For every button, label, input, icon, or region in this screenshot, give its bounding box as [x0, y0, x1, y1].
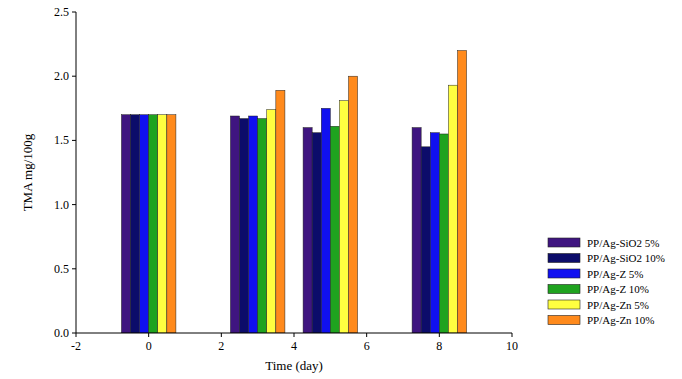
legend-label: PP/Ag-Zn 5%	[587, 299, 649, 311]
legend-swatch	[548, 238, 580, 247]
bar	[339, 101, 348, 333]
y-tick	[72, 12, 76, 13]
bar	[321, 108, 330, 333]
bars	[121, 51, 466, 333]
x-tick	[76, 333, 77, 337]
y-axis-label: TMA mg/100g	[20, 133, 35, 211]
x-tick-label: 6	[364, 339, 370, 353]
x-tick	[148, 333, 149, 337]
legend-swatch	[548, 269, 580, 278]
bar	[349, 76, 358, 333]
y-tick-label: 2.0	[54, 69, 69, 83]
x-tick	[294, 333, 295, 337]
legend-label: PP/Ag-Zn 10%	[587, 314, 655, 326]
x-tick-label: 0	[146, 339, 152, 353]
bar	[421, 147, 430, 333]
bar	[303, 128, 312, 333]
bar	[458, 51, 467, 333]
x-tick	[512, 333, 513, 337]
bar	[249, 116, 258, 333]
y-tick-label: 0.0	[54, 326, 69, 340]
y-tick-label: 2.5	[54, 5, 69, 19]
legend-swatch	[548, 254, 580, 263]
y-tick	[72, 76, 76, 77]
bar	[448, 85, 457, 333]
y-tick-label: 1.0	[54, 198, 69, 212]
y-tick	[72, 140, 76, 141]
bar	[330, 126, 339, 333]
bar	[258, 119, 267, 333]
y-tick	[72, 204, 76, 205]
bar	[267, 110, 276, 333]
y-tick-label: 1.5	[54, 133, 69, 147]
bar	[439, 134, 448, 333]
x-axis-label: Time (day)	[265, 358, 323, 373]
x-tick-label: 2	[218, 339, 224, 353]
legend-swatch	[548, 300, 580, 309]
legend-label: PP/Ag-Z 5%	[587, 268, 644, 280]
bar	[149, 115, 158, 333]
bar	[140, 115, 149, 333]
bar	[121, 115, 130, 333]
x-tick-label: 4	[291, 339, 297, 353]
y-tick-label: 0.5	[54, 262, 69, 276]
bar	[276, 90, 285, 333]
bar	[312, 133, 321, 333]
x-tick-label: -2	[71, 339, 81, 353]
bar	[240, 119, 249, 333]
bar	[167, 115, 176, 333]
bar	[412, 128, 421, 333]
bar	[131, 115, 140, 333]
x-tick-label: 8	[436, 339, 442, 353]
legend-label: PP/Ag-SiO2 5%	[587, 237, 659, 249]
legend-swatch	[548, 316, 580, 325]
legend: PP/Ag-SiO2 5% PP/Ag-SiO2 10% PP/Ag-Z 5% PP/…	[548, 237, 665, 327]
bar	[158, 115, 167, 333]
chart: 0.0 0.5 1.0 1.5 2.0 2.5 -2 0 2 4 6 8 10 Time (day) TMA…	[0, 0, 682, 379]
bar	[430, 133, 439, 333]
legend-label: PP/Ag-SiO2 10%	[587, 252, 665, 264]
x-tick-label: 10	[506, 339, 518, 353]
x-tick	[366, 333, 367, 337]
y-tick	[72, 268, 76, 269]
bar	[230, 116, 239, 333]
x-tick	[439, 333, 440, 337]
y-tick	[72, 333, 76, 334]
y-axis-line	[76, 12, 77, 333]
x-tick	[221, 333, 222, 337]
legend-swatch	[548, 285, 580, 294]
legend-label: PP/Ag-Z 10%	[587, 283, 649, 295]
